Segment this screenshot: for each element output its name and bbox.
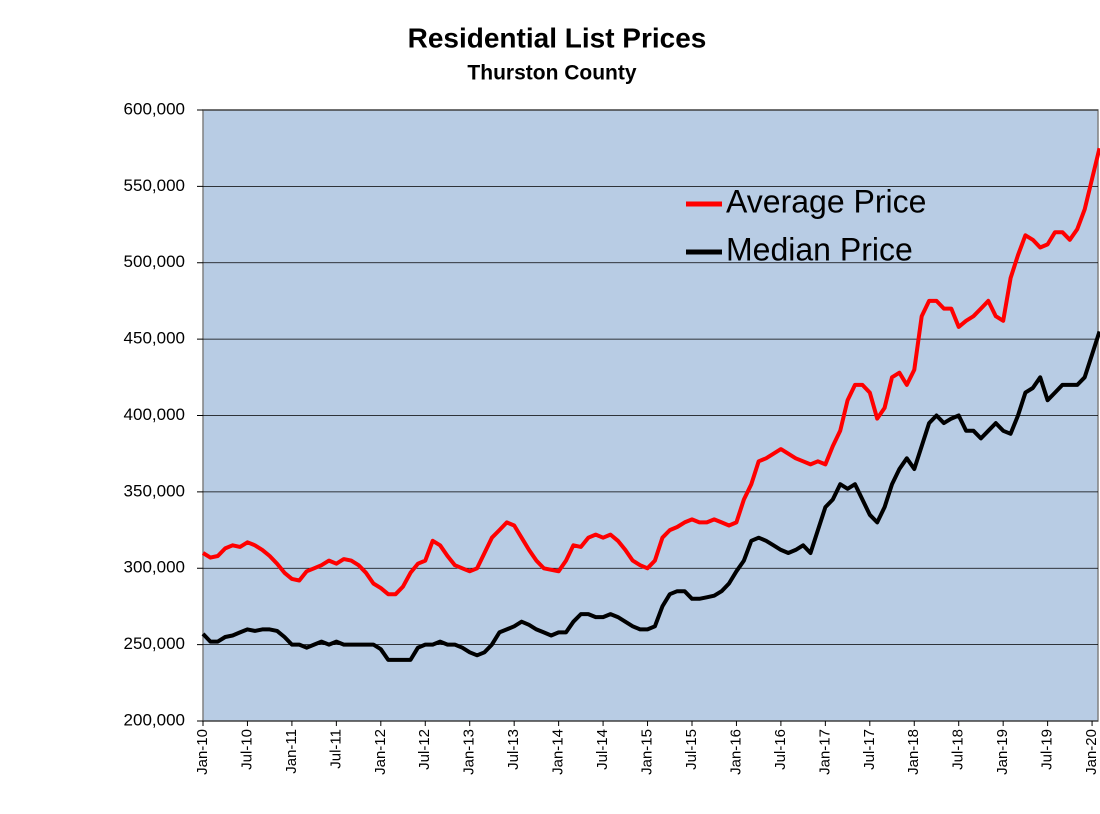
x-tick-label: Jul-18 bbox=[950, 729, 967, 770]
chart-subtitle: Thurston County bbox=[467, 62, 636, 85]
series-line bbox=[201, 330, 1100, 662]
x-tick-label: Jul-17 bbox=[861, 729, 878, 770]
legend-label: Median Price bbox=[726, 231, 913, 267]
x-tick-label: Jul-16 bbox=[772, 729, 789, 770]
x-tick-label: Jul-13 bbox=[505, 729, 522, 770]
x-tick-label: Jul-11 bbox=[327, 729, 344, 769]
x-tick-label: Jul-15 bbox=[683, 729, 700, 770]
series-line bbox=[201, 147, 1100, 597]
y-tick-label: 500,000 bbox=[124, 252, 185, 271]
x-tick-label: Jan-17 bbox=[816, 729, 833, 775]
x-tick-label: Jan-11 bbox=[283, 729, 300, 774]
x-tick-label: Jan-18 bbox=[905, 729, 922, 775]
x-tick-label: Jan-16 bbox=[727, 729, 744, 775]
x-tick-label: Jan-20 bbox=[1083, 729, 1100, 775]
y-tick-label: 350,000 bbox=[124, 481, 185, 500]
y-tick-label: 600,000 bbox=[124, 99, 185, 118]
x-tick-label: Jan-12 bbox=[372, 729, 389, 775]
x-tick-label: Jul-12 bbox=[416, 729, 433, 770]
chart-title: Residential List Prices bbox=[408, 22, 707, 53]
legend-label: Average Price bbox=[726, 183, 926, 219]
x-tick-label: Jul-14 bbox=[594, 729, 611, 770]
x-tick-label: Jan-14 bbox=[550, 729, 567, 775]
y-tick-label: 550,000 bbox=[124, 176, 185, 195]
y-tick-label: 250,000 bbox=[124, 634, 185, 653]
x-tick-label: Jan-10 bbox=[194, 729, 211, 775]
x-tick-label: Jul-19 bbox=[1039, 729, 1056, 770]
x-tick-label: Jan-19 bbox=[994, 729, 1011, 775]
x-tick-label: Jan-15 bbox=[639, 729, 656, 775]
y-tick-label: 450,000 bbox=[124, 329, 185, 348]
y-tick-label: 200,000 bbox=[124, 710, 185, 729]
y-tick-label: 300,000 bbox=[124, 558, 185, 577]
y-tick-label: 400,000 bbox=[124, 405, 185, 424]
x-tick-label: Jan-13 bbox=[461, 729, 478, 775]
x-tick-label: Jul-10 bbox=[238, 729, 255, 770]
